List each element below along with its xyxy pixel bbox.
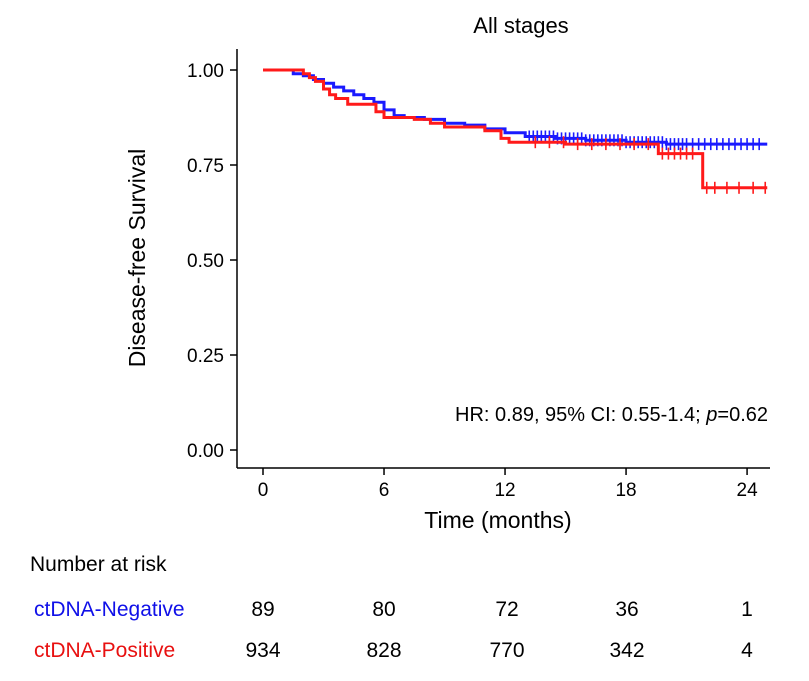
hr-annotation: HR: 0.89, 95% CI: 0.55-1.4; p=0.62 xyxy=(455,404,768,426)
risk-value: 828 xyxy=(366,639,402,662)
x-axis-title: Time (months) xyxy=(424,507,571,533)
risk-value: 934 xyxy=(245,639,281,662)
y-tick-label: 1.00 xyxy=(187,61,224,82)
hr-annotation-prefix: HR: 0.89, 95% CI: 0.55-1.4; xyxy=(455,404,706,426)
y-ticks: 0.00 0.25 0.50 0.75 1.00 xyxy=(187,61,237,462)
y-tick-label: 0.00 xyxy=(187,441,224,462)
risk-value: 72 xyxy=(495,598,519,621)
risk-value: 36 xyxy=(615,598,639,621)
y-tick-label: 0.75 xyxy=(187,156,224,177)
risk-table-title: Number at risk xyxy=(30,553,167,576)
risk-value: 342 xyxy=(609,639,645,662)
risk-value: 770 xyxy=(489,639,525,662)
survival-curves xyxy=(263,68,768,194)
risk-value: 1 xyxy=(741,598,753,621)
y-tick-label: 0.50 xyxy=(187,251,224,272)
p-value: =0.62 xyxy=(717,404,768,426)
x-tick-label: 18 xyxy=(615,480,636,501)
x-tick-label: 24 xyxy=(737,480,759,501)
curve-ctdna-negative xyxy=(263,68,768,146)
x-tick-label: 0 xyxy=(258,480,269,501)
risk-value: 89 xyxy=(251,598,275,621)
y-tick-label: 0.25 xyxy=(187,346,224,367)
risk-value: 4 xyxy=(741,639,753,662)
x-ticks: 0 6 12 18 24 xyxy=(258,468,758,501)
chart-title: All stages xyxy=(473,13,568,38)
risk-label-negative: ctDNA-Negative xyxy=(34,598,185,621)
x-tick-label: 12 xyxy=(494,480,515,501)
x-tick-label: 6 xyxy=(379,480,390,501)
p-symbol: p xyxy=(705,404,717,426)
y-axis-title: Disease-free Survival xyxy=(124,149,150,368)
risk-value: 80 xyxy=(372,598,396,621)
km-chart: All stages Disease-free Survival Time (m… xyxy=(124,13,770,533)
risk-label-positive: ctDNA-Positive xyxy=(34,639,176,662)
curve-ctdna-positive xyxy=(263,68,768,190)
